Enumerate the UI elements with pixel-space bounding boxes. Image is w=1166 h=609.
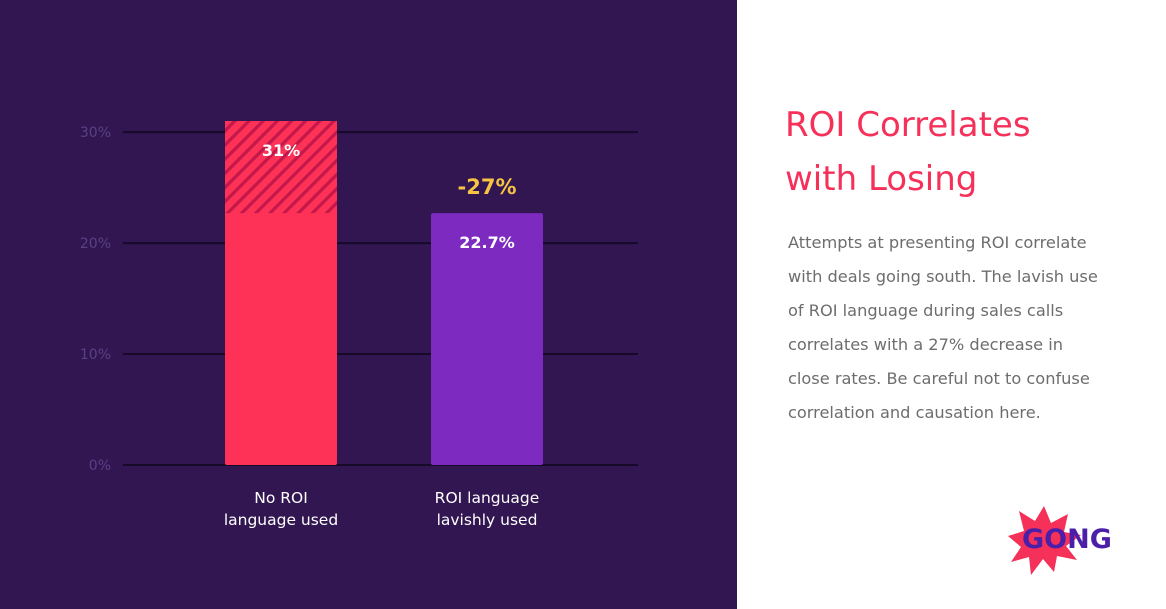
starburst-icon: [1008, 506, 1081, 575]
description-text: Attempts at presenting ROI correlate wit…: [788, 226, 1133, 430]
description-line: of ROI language during sales calls: [788, 301, 1064, 320]
description-line: with deals going south. The lavish use: [788, 267, 1098, 286]
category-label: ROI language: [435, 489, 540, 507]
data-label: 22.7%: [459, 233, 515, 252]
logo-text: GONG: [1022, 524, 1112, 555]
chart-panel: 0% 10% 20% 30% 31% No ROI language used 22.7% R…: [0, 0, 737, 609]
description-line: correlates with a 27% decrease in: [788, 335, 1064, 354]
category-label: No ROI: [254, 489, 308, 507]
gong-logo: GONG: [1008, 506, 1112, 575]
y-tick-label: 20%: [80, 236, 111, 252]
description-line: close rates. Be careful not to confuse: [788, 369, 1090, 388]
description-line: correlation and causation here.: [788, 403, 1041, 422]
data-label: 31%: [262, 141, 300, 160]
description-line: Attempts at presenting ROI correlate: [788, 233, 1087, 252]
bar: [431, 213, 543, 465]
category-label: language used: [224, 511, 338, 529]
text-panel: ROI Correlates with Losing Attempts at p…: [737, 0, 1166, 609]
category-label: lavishly used: [437, 511, 538, 529]
bar-hatched-segment: [225, 121, 337, 214]
change-annotation: -27%: [458, 175, 517, 199]
y-tick-label: 10%: [80, 347, 111, 363]
y-tick-label: 30%: [80, 125, 111, 141]
y-tick-label: 0%: [89, 458, 111, 474]
bar-chart: 0% 10% 20% 30% 31% No ROI language used 22.7% R…: [80, 121, 638, 529]
page-title: ROI Correlates with Losing: [785, 98, 1145, 206]
headline-line: with Losing: [785, 159, 978, 199]
headline-line: ROI Correlates: [785, 105, 1031, 145]
